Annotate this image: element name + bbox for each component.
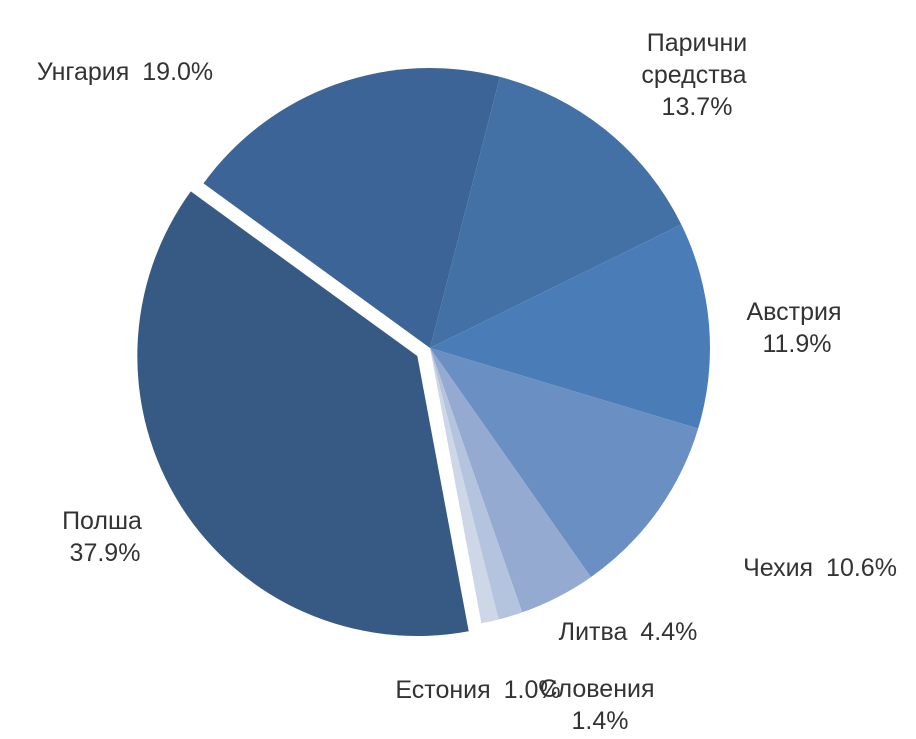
category-label: Унгария	[36, 58, 130, 86]
value-label: 1.0%	[503, 676, 561, 704]
pie-slice	[203, 68, 500, 349]
pie-slice	[430, 76, 682, 348]
value-label: 10.6%	[826, 554, 897, 582]
pie-slice	[430, 224, 710, 429]
category-label: Чехия	[743, 554, 814, 582]
value-label: 4.4%	[640, 618, 698, 646]
slice-label: Естония 1.0%	[395, 674, 560, 706]
category-label: Парични средства	[641, 29, 748, 89]
value-label: 11.9%	[762, 330, 832, 358]
category-label: Литва	[558, 618, 628, 646]
category-label: Естония	[395, 676, 491, 704]
slice-label: Унгария 19.0%	[37, 56, 213, 88]
pie-slice	[137, 191, 469, 637]
slice-label: Парични средства 13.7%	[622, 27, 772, 123]
category-label: Австрия	[746, 298, 842, 326]
category-label: Словения	[539, 675, 655, 703]
value-label: 19.0%	[142, 58, 214, 86]
pie-slice	[430, 348, 591, 613]
pie-slice	[430, 348, 699, 578]
value-label: 37.9%	[69, 539, 141, 567]
value-label: 13.7%	[661, 93, 733, 121]
value-label: 1.4%	[571, 707, 629, 735]
pie-slice	[430, 348, 499, 624]
category-label: Полша	[62, 507, 142, 535]
pie-slice	[430, 348, 523, 620]
slice-label: Австрия 11.9%	[727, 296, 867, 360]
slice-label: Литва 4.4%	[559, 616, 698, 648]
slice-label: Полша 37.9%	[55, 505, 155, 569]
slice-label: Чехия 10.6%	[743, 552, 897, 584]
slice-label: Словения 1.4%	[535, 673, 665, 737]
